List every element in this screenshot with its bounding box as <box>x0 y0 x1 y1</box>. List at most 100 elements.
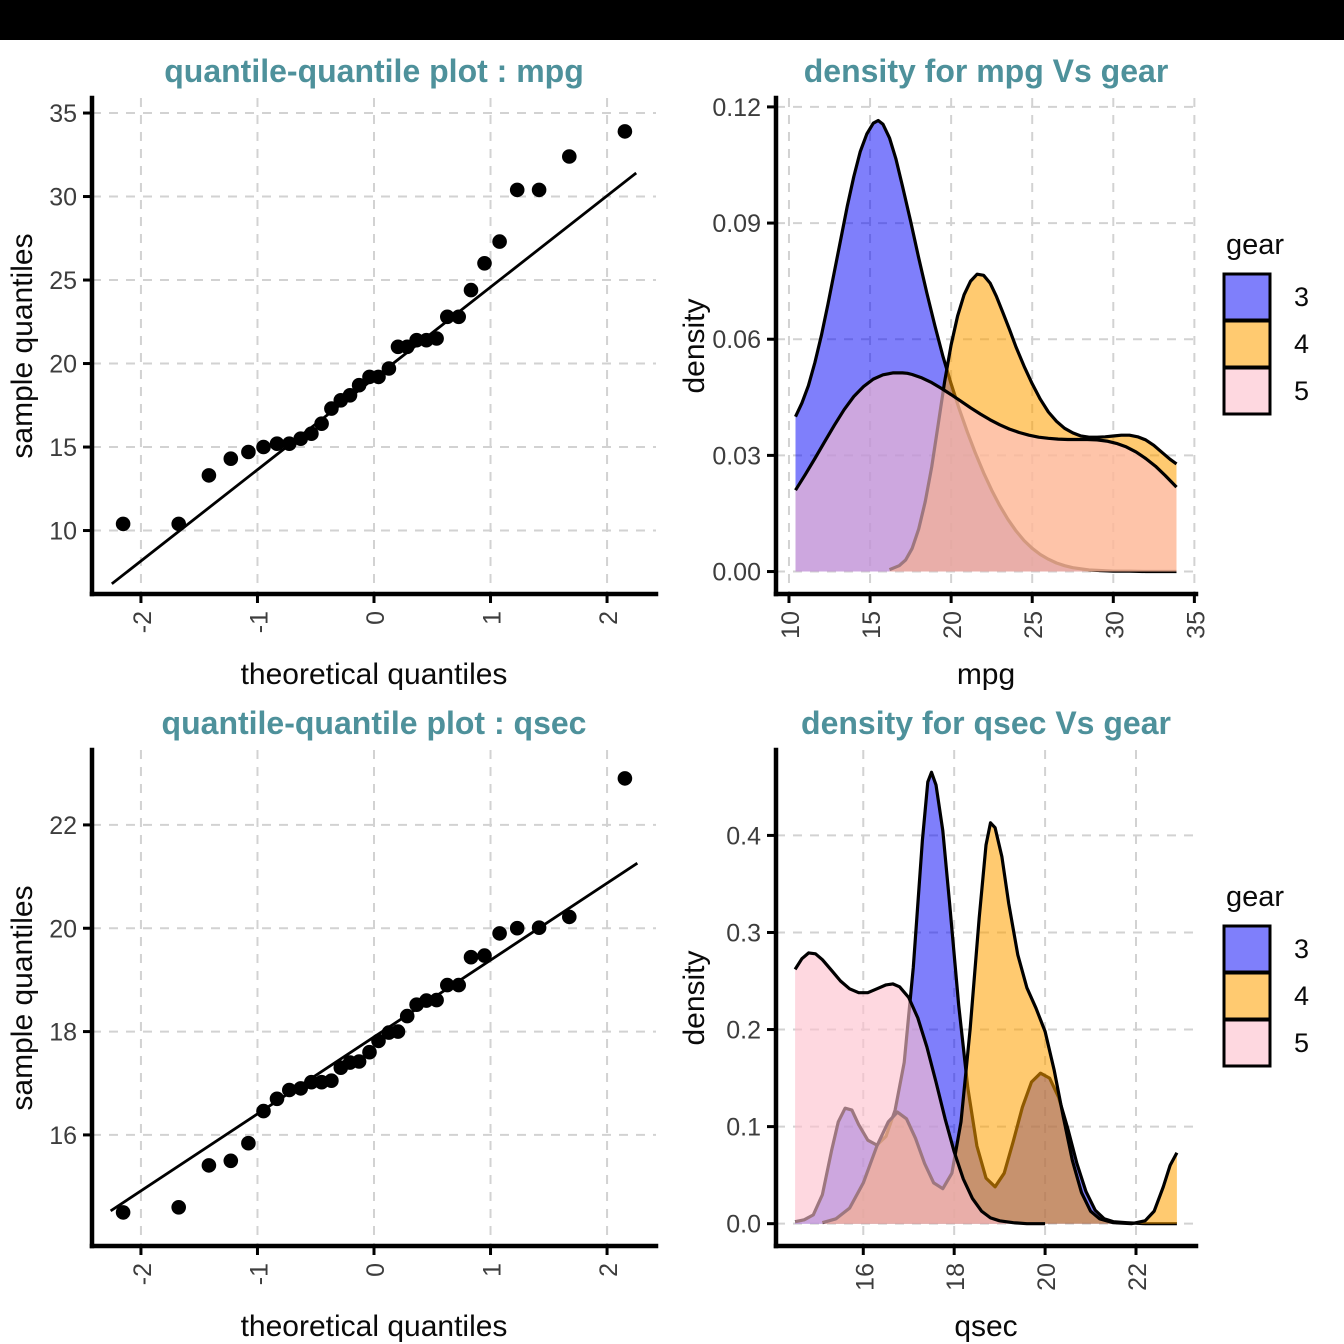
x-tick-label: -2 <box>129 1263 157 1285</box>
qq-plot-mpg: -2 -1 0 1 2 10 15 20 25 30 35 quantile-quantile plo… <box>6 53 659 691</box>
data-point <box>399 1008 415 1024</box>
x-tick-label: 0 <box>362 611 390 625</box>
density-area-gear-4 <box>822 822 1177 1224</box>
data-point <box>282 1082 297 1098</box>
y-tick-label: 16 <box>49 1122 77 1150</box>
data-point <box>362 1044 377 1060</box>
data-point <box>463 282 479 298</box>
legend-key-gear-5 <box>1222 1018 1272 1068</box>
data-point <box>241 1135 256 1151</box>
density-outline-gear-5 <box>794 371 1178 492</box>
data-point <box>371 1033 386 1049</box>
data-point <box>371 369 386 385</box>
x-tick-label: 1 <box>479 1263 507 1277</box>
data-point <box>509 182 525 198</box>
y-tick-label: 0.1 <box>726 1114 761 1142</box>
y-tick-label: 0.09 <box>712 210 761 238</box>
density-plot-mpg: 10 15 20 25 30 350.000.030.060.090.12density … <box>678 53 1309 691</box>
data-point <box>324 401 339 416</box>
data-point <box>562 149 577 164</box>
data-point <box>477 948 492 963</box>
data-point <box>304 1074 319 1090</box>
data-point <box>324 1073 339 1088</box>
x-tick-label: 0 <box>362 1263 390 1277</box>
qq-qsec-panel: -2 -1 0 1 2 16 18 20 22 quantile-quantile plot : … <box>6 705 659 1343</box>
x-tick-label: 2 <box>595 611 623 625</box>
x-tick-label: -2 <box>129 611 157 633</box>
data-point <box>201 468 217 483</box>
data-point <box>256 439 271 455</box>
y-tick-label: 0.4 <box>726 822 761 850</box>
y-axis-title: sample quantiles <box>6 233 39 458</box>
x-axis-title: mpg <box>957 658 1015 691</box>
data-point <box>351 1054 367 1069</box>
panel-title: quantile-quantile plot : qsec <box>162 705 587 741</box>
legend-label-gear-4: 4 <box>1294 329 1309 359</box>
legend: gear 3 4 5 <box>1222 881 1309 1068</box>
data-point <box>429 331 444 346</box>
x-tick-label: 2 <box>595 1263 623 1277</box>
data-point <box>381 361 397 376</box>
panel-title: quantile-quantile plot : mpg <box>164 53 584 89</box>
x-tick-label: -1 <box>245 611 273 633</box>
data-point <box>562 909 577 925</box>
legend-label-gear-3: 3 <box>1294 282 1309 312</box>
data-point <box>115 1205 131 1220</box>
data-point <box>269 436 285 452</box>
data-point <box>492 926 507 941</box>
data-point <box>314 416 329 432</box>
y-tick-label: 25 <box>49 267 77 295</box>
legend-label-gear-4: 4 <box>1294 981 1309 1011</box>
data-point <box>115 516 131 532</box>
data-point <box>531 182 547 198</box>
y-tick-label: 30 <box>49 184 77 212</box>
legend-key-gear-4 <box>1222 319 1272 369</box>
data-point <box>342 388 358 403</box>
legend-title: gear <box>1226 229 1284 261</box>
data-point <box>171 1200 186 1215</box>
x-tick-label: 20 <box>1033 1263 1061 1291</box>
data-point <box>477 256 492 271</box>
y-tick-label: 0.00 <box>712 559 761 587</box>
data-point <box>617 124 633 139</box>
top-bar <box>0 0 1344 40</box>
x-tick-label: 1 <box>479 611 507 625</box>
qq-plot-qsec: -2 -1 0 1 2 16 18 20 22 quantile-quantile plot : … <box>6 705 659 1343</box>
x-tick-label: 25 <box>1020 611 1048 639</box>
y-tick-label: 0.2 <box>726 1017 761 1045</box>
y-tick-label: 0.06 <box>712 326 761 354</box>
legend-key-gear-3 <box>1222 924 1272 974</box>
legend-key-gear-4 <box>1222 971 1272 1021</box>
legend: gear 3 4 5 <box>1222 229 1309 416</box>
y-axis-title: density <box>678 298 711 393</box>
y-tick-label: 20 <box>49 915 77 943</box>
y-tick-label: 15 <box>49 434 77 462</box>
data-point <box>390 1024 406 1039</box>
y-tick-label: 10 <box>49 518 77 546</box>
y-tick-label: 35 <box>49 100 77 128</box>
data-point <box>429 992 444 1008</box>
legend-key-gear-3 <box>1222 272 1272 322</box>
y-tick-label: 0.12 <box>712 94 761 122</box>
legend-label-gear-5: 5 <box>1294 1028 1309 1058</box>
data-point <box>440 977 455 993</box>
data-point <box>293 1081 309 1096</box>
data-point <box>256 1103 271 1119</box>
data-point <box>531 920 547 935</box>
data-point <box>451 977 467 993</box>
density-qsec-panel: 16 18 20 22 0.0 0.1 0.2 0.3 0.4 density for qsec … <box>678 705 1309 1343</box>
y-tick-label: 20 <box>49 351 77 379</box>
qq-points <box>115 771 633 1220</box>
data-point <box>241 444 256 460</box>
legend-key-gear-5 <box>1222 366 1272 416</box>
data-point <box>269 1091 285 1107</box>
data-point <box>223 451 239 467</box>
x-tick-label: 20 <box>939 611 967 639</box>
data-point <box>201 1158 217 1173</box>
data-point <box>351 377 367 393</box>
panel-title: density for mpg Vs gear <box>804 53 1169 89</box>
x-tick-label: 18 <box>942 1263 970 1291</box>
x-axis-title: theoretical quantiles <box>241 1310 508 1343</box>
y-tick-label: 0.0 <box>726 1211 761 1239</box>
